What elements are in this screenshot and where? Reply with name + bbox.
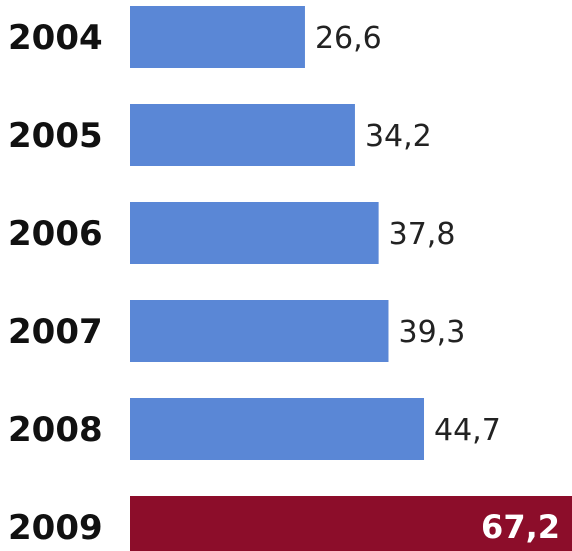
value-label-2007: 39,3	[398, 315, 465, 350]
bar-2006	[130, 202, 379, 264]
bar-2004	[130, 6, 305, 68]
value-label-2006: 37,8	[389, 217, 456, 252]
category-label-2004: 2004	[8, 18, 103, 58]
value-label-2008: 44,7	[434, 413, 501, 448]
category-label-2009: 2009	[8, 508, 103, 548]
bar-2009	[130, 496, 572, 551]
category-label-2005: 2005	[8, 116, 103, 156]
category-label-2006: 2006	[8, 214, 103, 254]
bar-2005	[130, 104, 355, 166]
category-label-2007: 2007	[8, 312, 103, 352]
category-label-2008: 2008	[8, 410, 103, 450]
bar-2007	[130, 300, 389, 362]
bar-2008	[130, 398, 425, 460]
value-label-2009: 67,2	[481, 508, 560, 546]
value-label-2004: 26,6	[315, 21, 382, 56]
value-label-2005: 34,2	[365, 119, 432, 154]
